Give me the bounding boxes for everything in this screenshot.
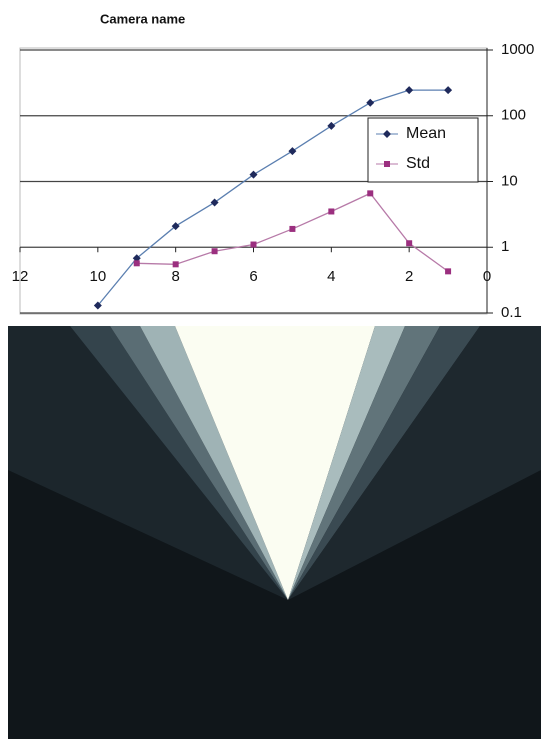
photo (8, 326, 541, 739)
y-tick-label: 1000 (501, 41, 534, 58)
data-point (367, 190, 373, 196)
x-tick-label: 4 (327, 268, 335, 285)
data-point (251, 242, 257, 248)
data-point (405, 86, 413, 94)
data-point (406, 240, 412, 246)
data-point (250, 171, 258, 179)
y-tick-label: 100 (501, 107, 526, 124)
data-point (366, 99, 374, 107)
series-line (137, 193, 448, 271)
x-tick-label: 6 (249, 268, 257, 285)
data-point (134, 260, 140, 266)
legend-marker (384, 161, 390, 167)
data-point (327, 122, 335, 130)
data-point (288, 147, 296, 155)
x-tick-label: 8 (171, 268, 179, 285)
legend: Mean Std (368, 118, 478, 182)
y-tick-label: 1 (501, 238, 509, 255)
data-point (328, 208, 334, 214)
data-point (444, 86, 452, 94)
y-tick-label: 0.1 (501, 304, 522, 321)
x-tick-label: 2 (405, 268, 413, 285)
y-tick-label: 10 (501, 172, 518, 189)
data-point (211, 198, 219, 206)
legend-label: Std (406, 155, 430, 172)
data-point (445, 268, 451, 274)
chart-title: Camera name (100, 11, 185, 26)
legend-label: Mean (406, 125, 446, 142)
data-point (212, 248, 218, 254)
data-point (173, 261, 179, 267)
page: Camera name 0.1 1 10 100 1000 12 10 8 6 4 2 0 Mean St… (0, 0, 545, 739)
x-tick-label: 10 (89, 268, 106, 285)
x-tick-label: 0 (483, 268, 491, 285)
figure: Camera name 0.1 1 10 100 1000 12 10 8 6 4 2 0 Mean St… (0, 0, 545, 739)
data-point (289, 226, 295, 232)
x-tick-label: 12 (12, 268, 29, 285)
